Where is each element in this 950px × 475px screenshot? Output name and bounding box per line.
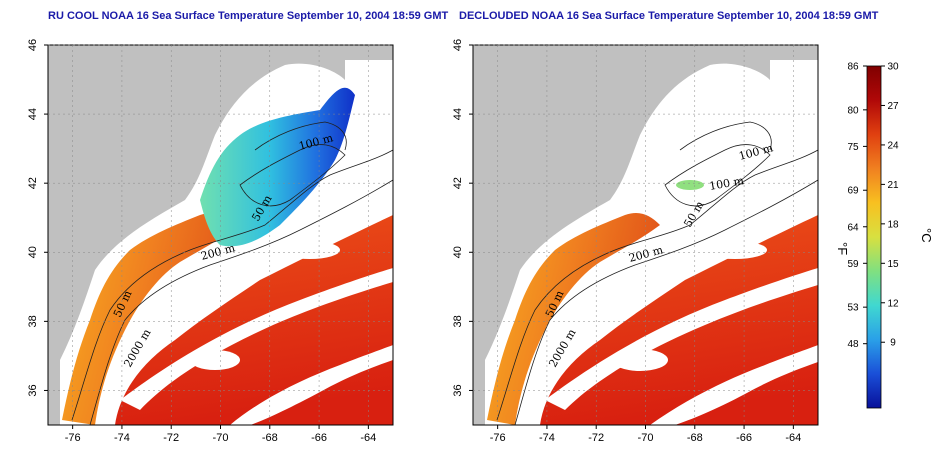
celsius-tick-label: 30 [887, 62, 899, 73]
celsius-tick-label: 27 [887, 101, 899, 112]
axis-ticks: -76 -74 -72 -70 -68 -66 -64 36 38 40 42 44 46 -76 -74 -… [27, 39, 818, 444]
contour-label-100m-right-inner: 100 m [708, 174, 745, 193]
lat-tick-label: 42 [27, 177, 39, 189]
cloud-streak [230, 345, 393, 425]
cloud-patch [280, 241, 340, 259]
lon-tick-label: -70 [213, 432, 229, 444]
celsius-tick-label: 9 [890, 338, 896, 349]
lon-tick-label: -74 [114, 432, 130, 444]
lat-tick-label: 42 [452, 177, 464, 189]
colorbar-ticks: 30 27 24 21 18 15 12 9 86 80 75 69 64 59 53 48 [847, 62, 899, 351]
colorbar [866, 65, 882, 409]
fahrenheit-tick-label: 80 [847, 105, 859, 116]
lat-tick-label: 38 [452, 315, 464, 327]
fahrenheit-tick-label: 69 [847, 186, 859, 197]
lat-tick-label: 36 [27, 384, 39, 396]
cloud-streak [650, 345, 818, 425]
lat-tick-label: 46 [452, 39, 464, 51]
shelf-water [487, 213, 660, 425]
contour-line [514, 179, 818, 425]
lat-tick-label: 40 [27, 246, 39, 258]
fahrenheit-tick-label: 53 [847, 303, 859, 314]
lon-tick-label: -64 [360, 432, 376, 444]
lon-tick-label: -68 [262, 432, 278, 444]
right-panel-title: DECLOUDED NOAA 16 Sea Surface Temperatur… [459, 10, 879, 22]
lat-tick-label: 44 [27, 108, 39, 120]
cool-patch [676, 180, 704, 190]
cool-water [200, 87, 355, 247]
celsius-tick-label: 21 [887, 180, 899, 191]
fahrenheit-tick-label: 48 [847, 339, 859, 350]
unit-fahrenheit: °F [835, 242, 850, 255]
lon-tick-label: -66 [311, 432, 327, 444]
lon-tick-label: -74 [539, 432, 555, 444]
celsius-tick-label: 18 [887, 219, 899, 230]
lon-tick-label: -72 [588, 432, 604, 444]
contour-line [254, 121, 347, 151]
contour-line [239, 144, 346, 207]
unit-celsius: °C [919, 228, 934, 243]
cloud-patch [612, 349, 668, 371]
left-panel-title: RU COOL NOAA 16 Sea Surface Temperature … [48, 10, 449, 22]
lon-tick-label: -76 [65, 432, 81, 444]
lon-tick-label: -64 [785, 432, 801, 444]
cloud-streak [545, 268, 818, 410]
cloud-patch [190, 350, 240, 370]
lon-tick-label: -70 [638, 432, 654, 444]
contour-line [679, 121, 772, 151]
fahrenheit-tick-label: 64 [847, 222, 859, 233]
cloud-streak [120, 268, 393, 410]
celsius-tick-label: 12 [887, 298, 899, 309]
lat-tick-label: 46 [27, 39, 39, 51]
lon-tick-label: -72 [163, 432, 179, 444]
lat-tick-label: 40 [452, 246, 464, 258]
celsius-tick-label: 15 [887, 259, 899, 270]
contour-line [496, 149, 818, 421]
celsius-tick-label: 24 [887, 140, 899, 151]
contour-line [89, 179, 393, 425]
cloud-patch [703, 241, 767, 259]
lat-tick-label: 38 [27, 315, 39, 327]
contour-line [71, 149, 393, 421]
lon-tick-label: -76 [490, 432, 506, 444]
lon-tick-label: -66 [736, 432, 752, 444]
contour-line [664, 144, 771, 207]
fahrenheit-tick-label: 86 [847, 62, 859, 73]
shelf-water [62, 213, 240, 425]
lat-tick-label: 36 [452, 384, 464, 396]
lat-tick-label: 44 [452, 108, 464, 120]
fahrenheit-tick-label: 75 [847, 142, 859, 153]
fahrenheit-tick-label: 59 [847, 259, 859, 270]
lon-tick-label: -68 [687, 432, 703, 444]
